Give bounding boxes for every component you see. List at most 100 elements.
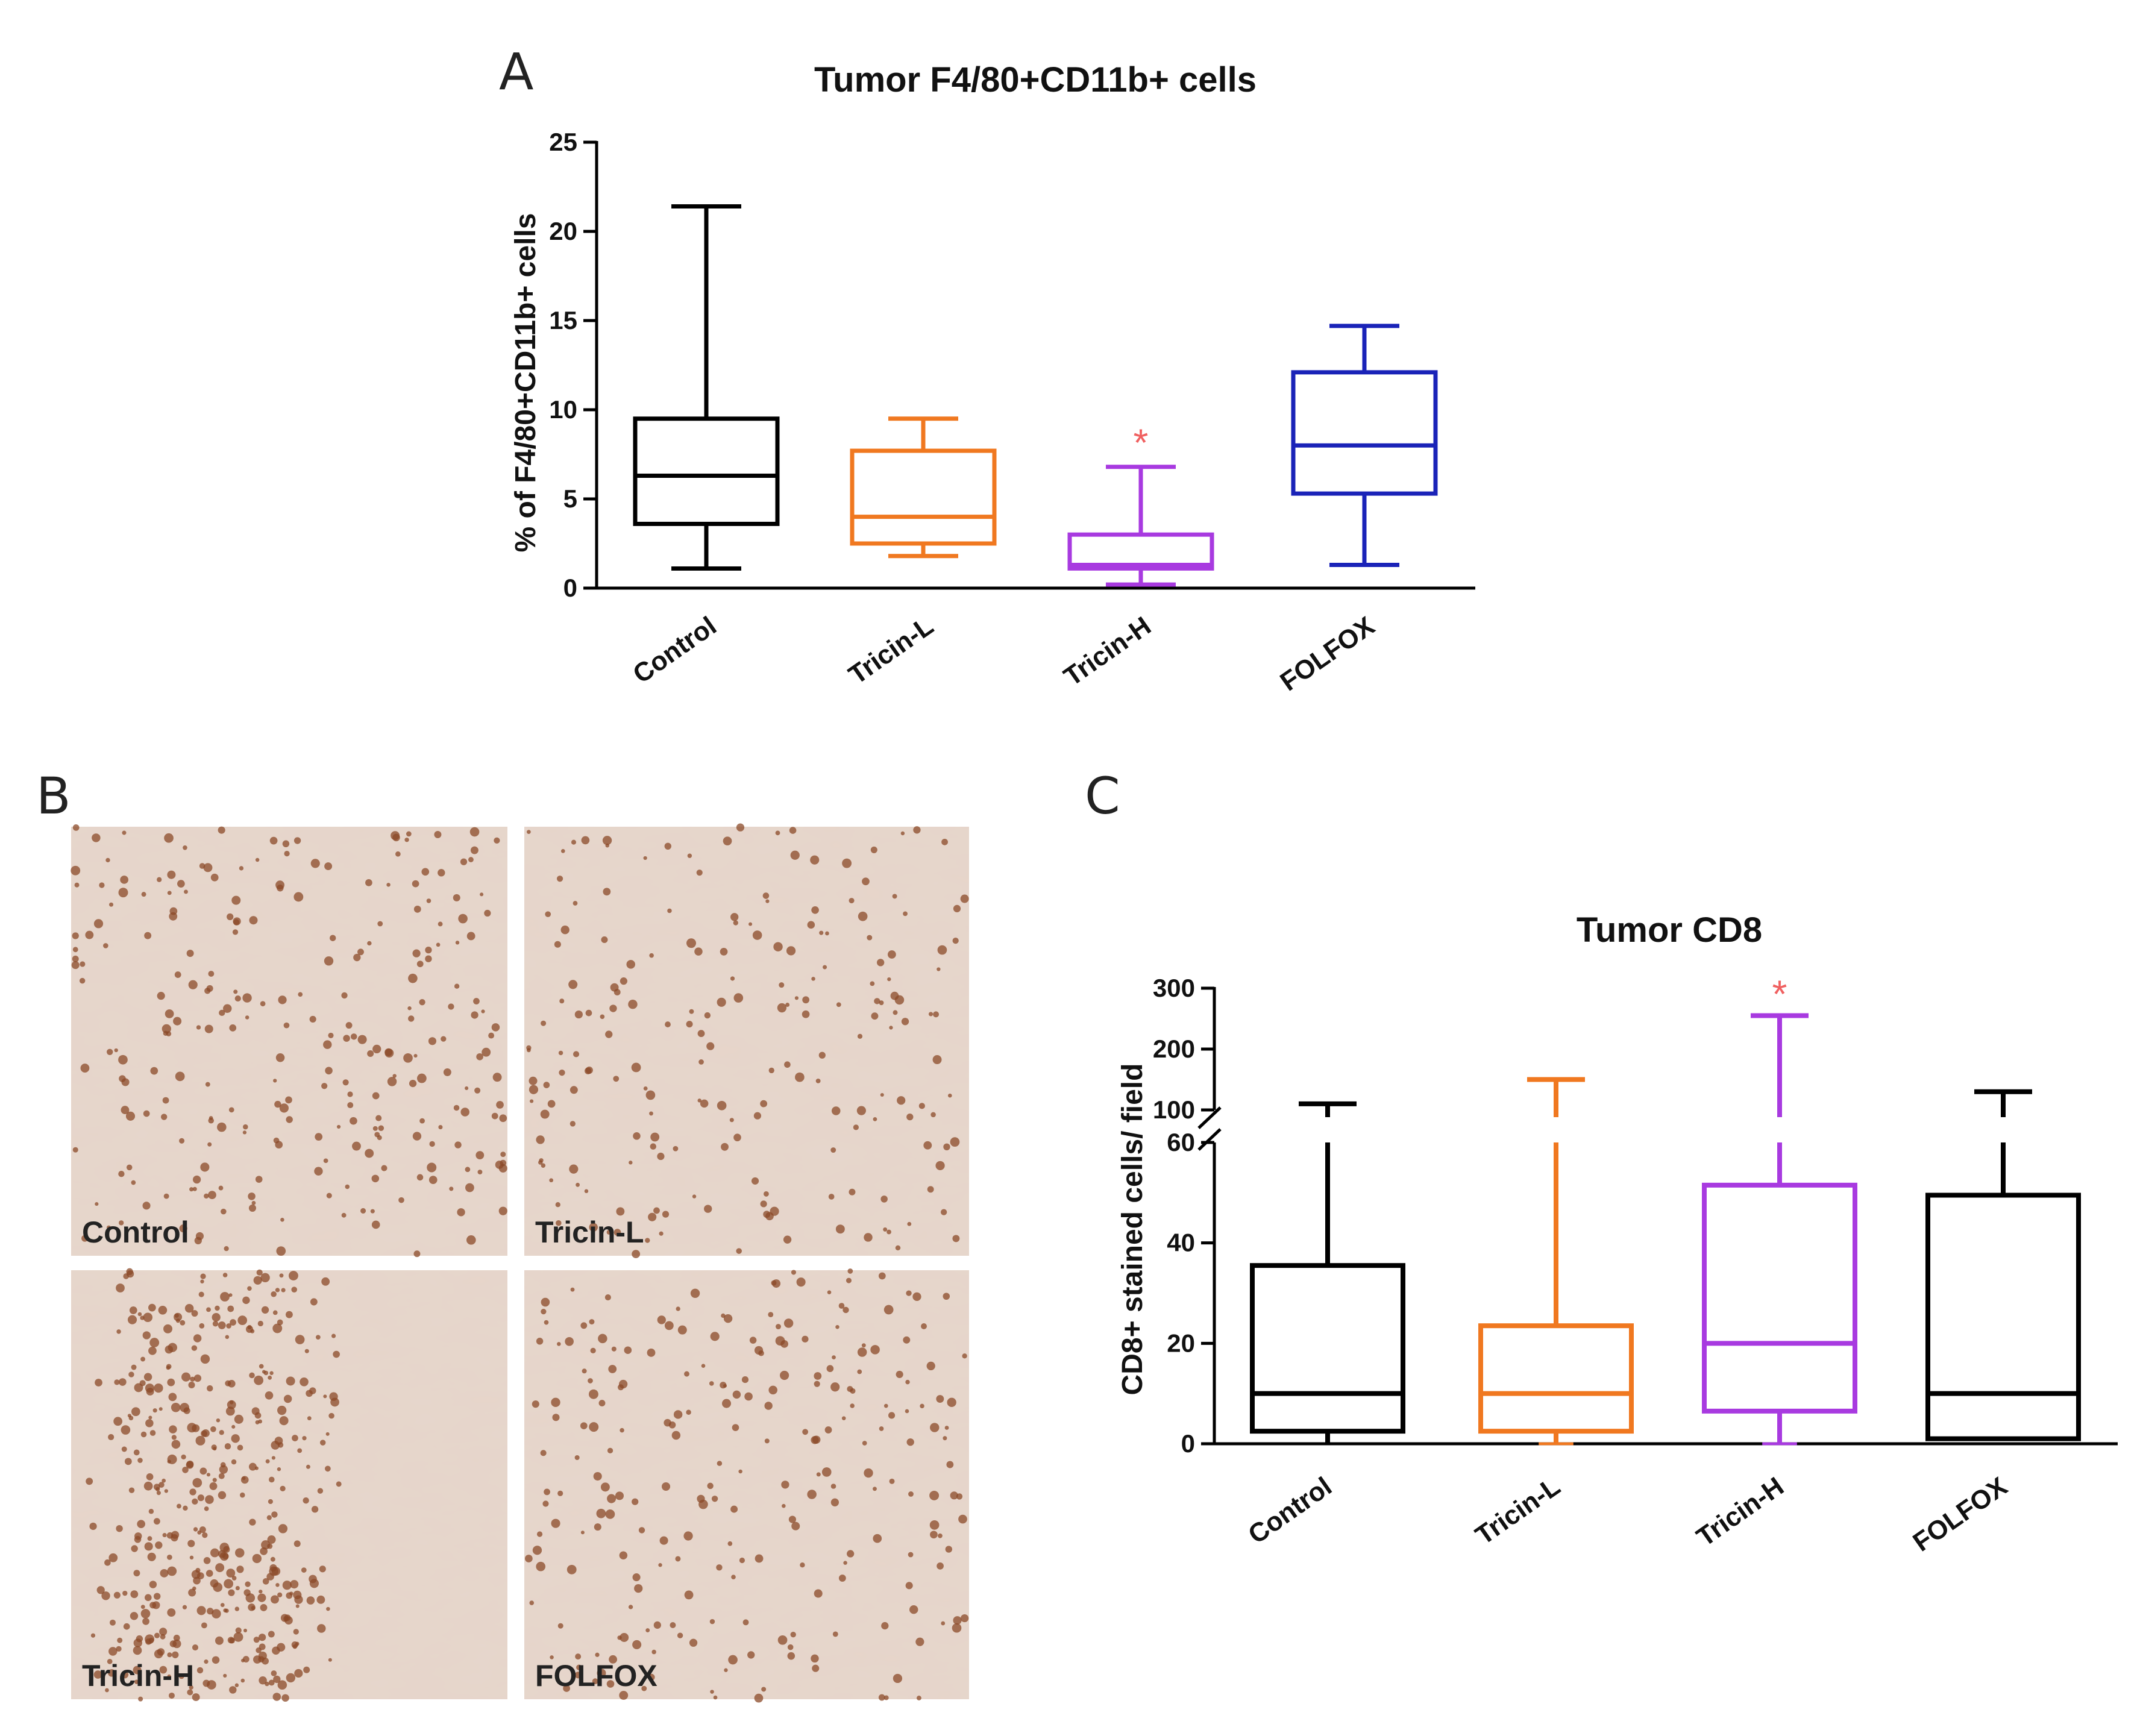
stained-cell xyxy=(438,921,443,927)
stained-cell xyxy=(573,1051,580,1058)
stained-cell xyxy=(776,1324,781,1330)
chart-a-y-tick-label: 5 xyxy=(563,484,577,513)
stained-cell xyxy=(488,1032,495,1039)
stained-cell xyxy=(156,1491,161,1496)
stained-cell xyxy=(647,1349,656,1357)
stained-cell xyxy=(274,1100,281,1108)
stained-cell xyxy=(847,1268,853,1274)
stained-cell xyxy=(116,1283,125,1293)
stained-cell xyxy=(204,1024,213,1033)
stained-cell xyxy=(293,1629,299,1635)
stained-cell xyxy=(710,1690,714,1694)
stained-cell xyxy=(724,1668,728,1672)
stained-cell xyxy=(892,894,897,899)
stained-cell xyxy=(536,1338,544,1345)
stained-cell xyxy=(560,926,570,935)
stained-cell xyxy=(733,993,744,1003)
stained-cell xyxy=(116,1646,122,1652)
stained-cell xyxy=(921,1323,927,1330)
stained-cell xyxy=(711,1496,718,1502)
stained-cell xyxy=(913,826,921,834)
stained-cell xyxy=(783,1318,794,1328)
stained-cell xyxy=(372,1044,381,1054)
stained-cell xyxy=(862,877,870,886)
stained-cell xyxy=(912,1292,921,1302)
stained-cell xyxy=(204,1659,209,1664)
micrograph-label: Control xyxy=(82,1215,189,1249)
stained-cell xyxy=(893,1673,903,1684)
stained-cell xyxy=(838,1575,846,1582)
stained-cell xyxy=(434,830,442,838)
stained-cell xyxy=(212,1312,221,1322)
stained-cell xyxy=(93,1670,102,1679)
stained-cell xyxy=(692,1194,697,1199)
stained-cell xyxy=(255,857,260,862)
stained-cell xyxy=(121,1671,129,1679)
stained-cell xyxy=(286,1376,295,1386)
chart-c-y-tick-label: 60 xyxy=(1167,1128,1195,1156)
stained-cell xyxy=(381,1165,388,1171)
stained-cell xyxy=(709,1618,715,1625)
stained-cell xyxy=(831,1106,841,1115)
stained-cell xyxy=(824,1426,832,1434)
stained-cell xyxy=(760,1200,767,1208)
stained-cell xyxy=(915,1637,924,1646)
stained-cell xyxy=(700,1099,709,1108)
stained-cell xyxy=(673,1410,683,1419)
stained-cell xyxy=(944,1426,949,1430)
stained-cell xyxy=(889,1026,893,1030)
stained-cell xyxy=(453,894,460,901)
stained-cell xyxy=(205,1495,214,1504)
stained-cell xyxy=(419,1118,425,1124)
stained-cell xyxy=(277,1643,286,1652)
stained-cell xyxy=(532,1400,539,1408)
stained-cell xyxy=(796,1277,806,1287)
stained-cell xyxy=(569,1164,579,1174)
stained-cell xyxy=(370,1209,375,1214)
stained-cell xyxy=(600,1482,610,1492)
stained-cell xyxy=(178,1673,184,1679)
stained-cell xyxy=(168,1692,175,1699)
stained-cell xyxy=(768,1312,774,1318)
stained-cell xyxy=(229,1024,237,1032)
stained-cell xyxy=(864,1233,873,1242)
stained-cell xyxy=(259,1590,263,1594)
stained-cell xyxy=(590,1347,596,1354)
stained-cell xyxy=(350,1117,357,1125)
stained-cell xyxy=(237,1315,248,1326)
stained-cell xyxy=(192,1693,200,1701)
stained-cell xyxy=(298,992,303,997)
stained-cell xyxy=(773,942,783,951)
stained-cell xyxy=(613,1229,621,1236)
stained-cell xyxy=(242,1656,249,1663)
stained-cell xyxy=(923,1141,932,1150)
stained-cell xyxy=(916,1696,921,1700)
stained-cell xyxy=(878,1694,885,1701)
stained-cell xyxy=(723,1314,733,1323)
stained-cell xyxy=(624,1346,632,1355)
stained-cell xyxy=(236,1565,244,1573)
stained-cell xyxy=(341,992,348,999)
stained-cell xyxy=(167,1608,176,1617)
stained-cell xyxy=(465,1086,469,1091)
stained-cell xyxy=(99,882,105,888)
stained-cell xyxy=(215,1636,224,1645)
stained-cell xyxy=(273,1675,281,1684)
stained-cell xyxy=(938,1533,943,1538)
chart-a-box-folfox xyxy=(1291,324,1438,568)
stained-cell xyxy=(492,1073,502,1082)
stained-cell xyxy=(609,1655,618,1664)
stained-cell xyxy=(937,967,941,971)
stained-cell xyxy=(466,1235,476,1245)
stained-cell xyxy=(538,1160,543,1165)
stained-cell xyxy=(275,1583,280,1587)
stained-cell xyxy=(365,879,372,886)
stained-cell xyxy=(659,1231,664,1236)
micrograph-stained-cells xyxy=(526,823,969,1259)
stained-cell xyxy=(74,882,80,888)
stained-cell xyxy=(632,1498,639,1505)
stained-cell xyxy=(874,998,880,1004)
stained-cell xyxy=(247,1324,252,1330)
stained-cell xyxy=(605,1509,615,1519)
